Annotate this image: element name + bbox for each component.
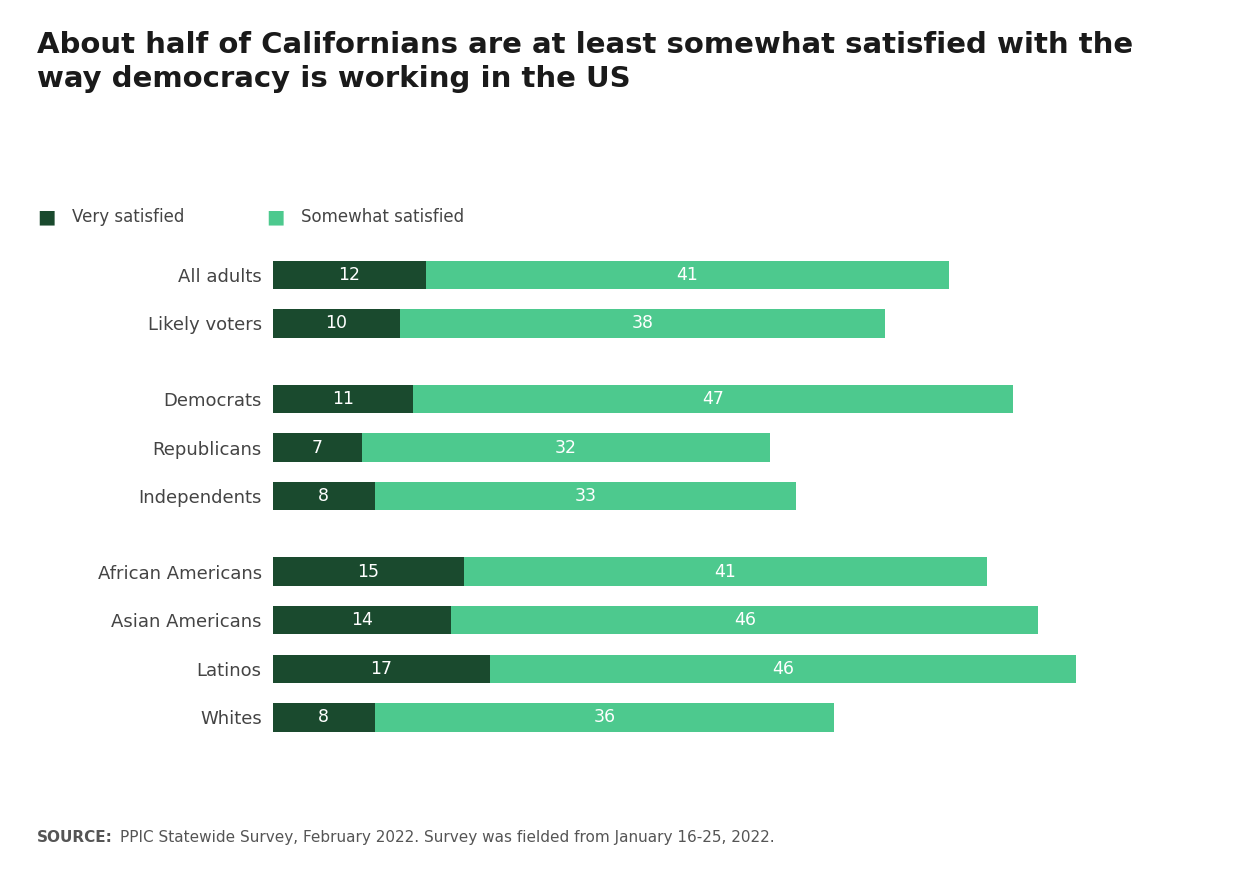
Text: 14: 14 <box>351 611 373 629</box>
Bar <box>413 385 1013 413</box>
Bar <box>362 433 770 462</box>
Text: 47: 47 <box>702 390 724 408</box>
Text: PPIC Statewide Survey, February 2022. Survey was fielded from January 16-25, 202: PPIC Statewide Survey, February 2022. Su… <box>120 830 775 844</box>
Bar <box>464 557 987 586</box>
Bar <box>273 557 464 586</box>
Bar <box>273 309 401 338</box>
Text: 36: 36 <box>594 709 615 727</box>
Text: 46: 46 <box>734 611 755 629</box>
Bar <box>425 260 949 289</box>
Text: ■: ■ <box>37 207 56 227</box>
Text: 17: 17 <box>371 660 392 678</box>
Text: Very satisfied: Very satisfied <box>72 208 185 226</box>
Bar <box>273 655 490 683</box>
Text: 11: 11 <box>332 390 353 408</box>
Text: 46: 46 <box>773 660 794 678</box>
Bar <box>374 703 835 732</box>
Bar <box>401 309 885 338</box>
Bar <box>273 482 374 510</box>
Text: 38: 38 <box>631 315 653 332</box>
Bar <box>273 433 362 462</box>
Text: 12: 12 <box>339 266 361 284</box>
Text: 33: 33 <box>574 487 596 505</box>
Text: 8: 8 <box>319 709 330 727</box>
Text: SOURCE:: SOURCE: <box>37 830 113 844</box>
Bar <box>273 606 451 634</box>
Text: 8: 8 <box>319 487 330 505</box>
Text: About half of Californians are at least somewhat satisfied with the
way democrac: About half of Californians are at least … <box>37 31 1133 92</box>
Bar <box>273 703 374 732</box>
Bar <box>273 385 413 413</box>
Text: 10: 10 <box>326 315 347 332</box>
Bar <box>451 606 1038 634</box>
Text: 15: 15 <box>357 563 379 580</box>
Bar <box>374 482 796 510</box>
Text: 41: 41 <box>714 563 737 580</box>
Text: Somewhat satisfied: Somewhat satisfied <box>301 208 465 226</box>
Bar <box>490 655 1076 683</box>
Bar <box>273 260 425 289</box>
Text: 7: 7 <box>312 439 322 456</box>
Text: 32: 32 <box>556 439 577 456</box>
Text: ■: ■ <box>267 207 285 227</box>
Text: 41: 41 <box>676 266 698 284</box>
